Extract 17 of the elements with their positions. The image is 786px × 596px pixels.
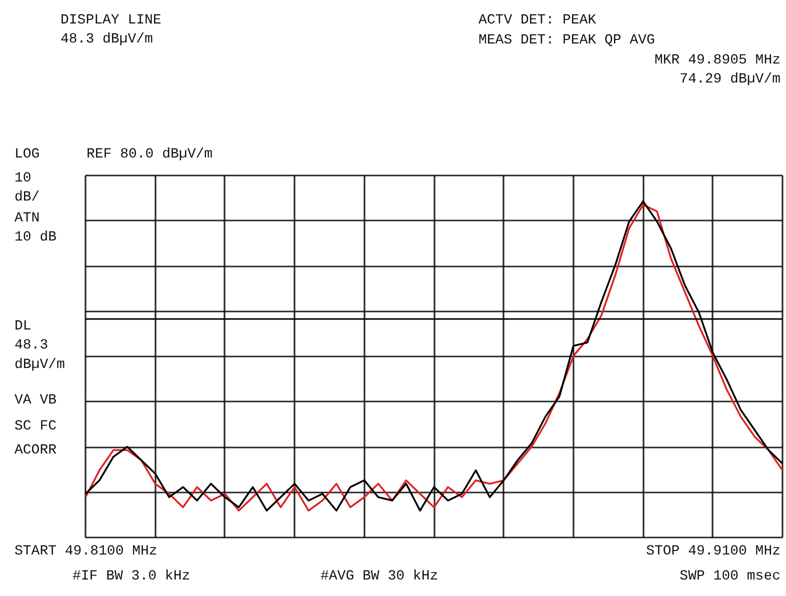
text: ACTV DET: PEAK	[478, 12, 597, 28]
text: REF 80.0 dBµV/m	[86, 146, 213, 162]
text: STOP 49.9100 MHz	[646, 544, 780, 560]
text: #IF BW 3.0 kHz	[72, 568, 190, 584]
ref-line-label: DISPLAY LINE 48.3 dBµV/m	[60, 12, 162, 48]
text: MEAS DET: PEAK QP AVG	[478, 32, 655, 48]
text: 10 dB/	[14, 170, 40, 206]
text: #AVG BW 30 kHz	[320, 568, 438, 584]
text: DL 48.3 dBµV/m	[14, 318, 65, 373]
text: SC FC	[14, 418, 57, 434]
text: SWP 100 msec	[680, 568, 781, 584]
text: ATN 10 dB	[14, 210, 57, 246]
text: MKR 49.8905 MHz 74.29 dBµV/m	[654, 52, 781, 88]
text: LOG	[14, 146, 40, 162]
text: START 49.8100 MHz	[14, 544, 158, 560]
text: ACORR	[14, 442, 58, 458]
text: VA VB	[14, 392, 57, 408]
